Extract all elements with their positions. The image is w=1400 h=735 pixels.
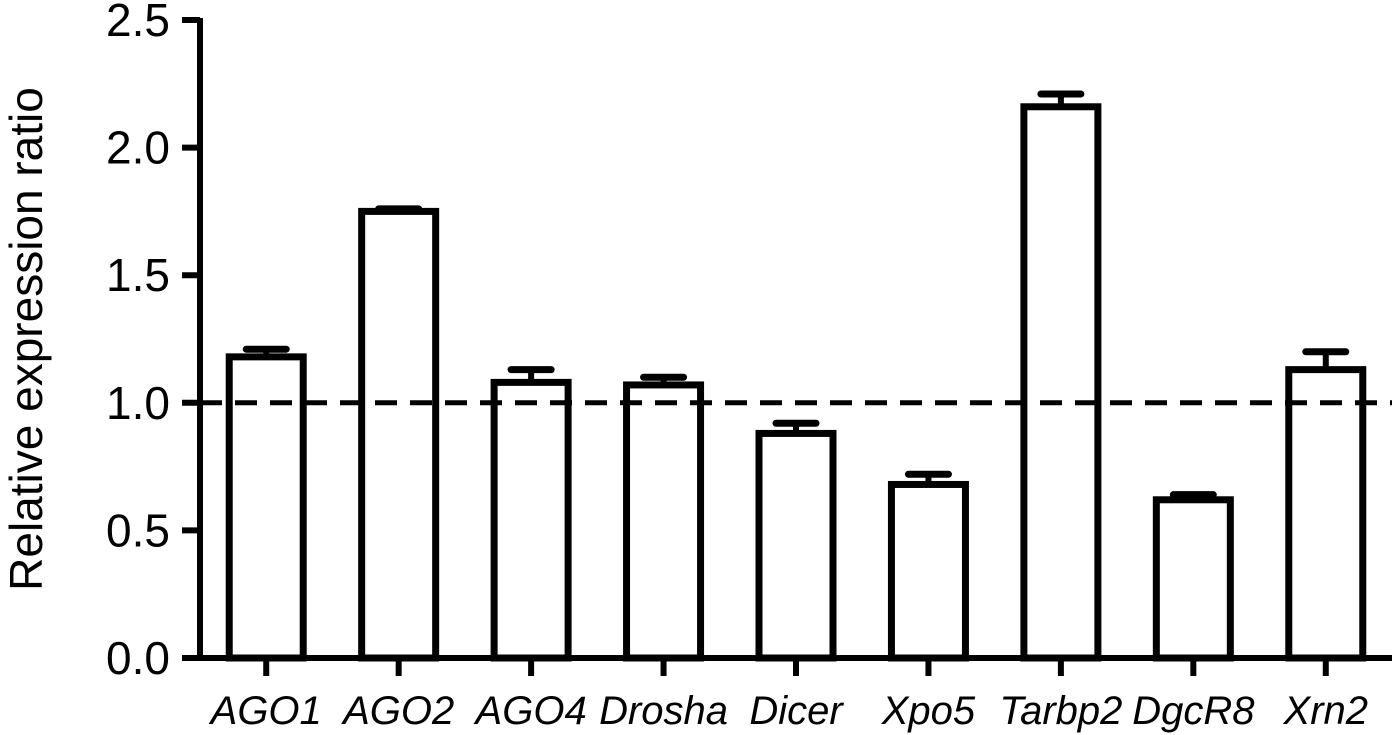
bars-layer <box>225 90 1367 662</box>
bar-ago2 <box>358 207 440 662</box>
x-tick-label: Dicer <box>749 689 844 733</box>
bar-tarbp2 <box>1020 103 1102 662</box>
y-axis-title: Relative expression ratio <box>0 87 52 591</box>
bar-ago4 <box>490 378 572 662</box>
x-tick-label: Drosha <box>599 689 728 733</box>
bar-xpo5 <box>887 480 969 662</box>
x-tick-label: AGO2 <box>341 689 454 733</box>
bar-dgcr8 <box>1152 496 1234 662</box>
y-tick-label: 2.5 <box>106 0 170 46</box>
y-tick-label: 2.0 <box>106 122 170 174</box>
x-tick-label: AGO1 <box>209 689 322 733</box>
bar-xrn2 <box>1285 366 1367 662</box>
x-tick-label: DgcR8 <box>1132 689 1255 733</box>
bar-dicer <box>755 429 837 662</box>
x-tick-label: Tarbp2 <box>999 689 1122 733</box>
y-tick-label: 0.5 <box>106 504 170 556</box>
bar-drosha <box>623 381 705 662</box>
x-tick-label: Xpo5 <box>881 689 976 733</box>
x-tick-label: AGO4 <box>474 689 587 733</box>
x-tick-label: Xrn2 <box>1283 689 1369 733</box>
y-ticks: 0.0 0.5 1.0 1.5 2.0 2.5 <box>106 0 200 684</box>
y-tick-label: 1.0 <box>106 377 170 429</box>
y-tick-label: 0.0 <box>106 632 170 684</box>
x-ticks: AGO1 AGO2 AGO4 Drosha Dicer Xpo5 Tarbp2 DgcR8 Xr… <box>209 658 1368 733</box>
y-tick-label: 1.5 <box>106 249 170 301</box>
